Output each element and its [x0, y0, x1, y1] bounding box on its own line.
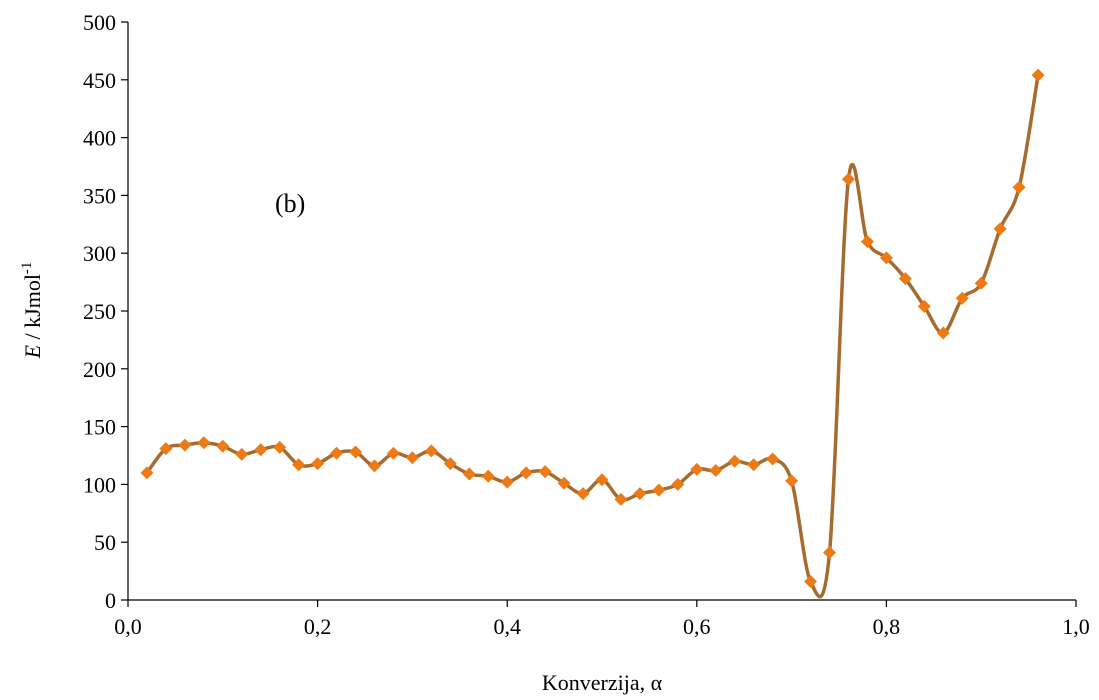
- y-tick-label: 200: [83, 357, 116, 382]
- data-point: [955, 291, 969, 305]
- data-point: [311, 457, 325, 471]
- data-point: [500, 475, 514, 489]
- data-point: [557, 476, 571, 490]
- y-axis-title: E / kJmol-1: [19, 262, 45, 360]
- data-point: [386, 446, 400, 460]
- data-point: [595, 473, 609, 487]
- data-point: [443, 457, 457, 471]
- x-tick-label: 0,4: [493, 614, 521, 639]
- x-tick-label: 1,0: [1062, 614, 1090, 639]
- data-point: [538, 465, 552, 479]
- x-axis-title: Konverzija, α: [542, 670, 663, 695]
- data-point: [785, 474, 799, 488]
- y-axis-title-unit: / kJmol: [20, 274, 45, 345]
- data-point: [178, 438, 192, 452]
- x-tick-label: 0,8: [873, 614, 901, 639]
- data-point: [424, 444, 438, 458]
- data-point: [349, 445, 363, 459]
- y-tick-label: 100: [83, 472, 116, 497]
- y-tick-label: 350: [83, 183, 116, 208]
- x-tick-label: 0,6: [683, 614, 711, 639]
- data-point: [273, 440, 287, 454]
- data-point: [197, 436, 211, 450]
- data-point: [860, 235, 874, 249]
- y-axis-title-symbol: E: [20, 344, 45, 359]
- data-point: [823, 546, 837, 560]
- y-tick-label: 250: [83, 299, 116, 324]
- y-tick-label: 450: [83, 68, 116, 93]
- y-tick-label: 500: [83, 10, 116, 35]
- data-point: [216, 439, 230, 453]
- data-markers: [140, 68, 1045, 589]
- data-point: [481, 469, 495, 483]
- data-point: [974, 276, 988, 290]
- data-point: [159, 442, 173, 456]
- data-point: [367, 459, 381, 473]
- data-point: [519, 466, 533, 480]
- panel-annotation: (b): [275, 189, 305, 218]
- data-point: [1031, 68, 1045, 82]
- data-point: [405, 451, 419, 465]
- data-point: [633, 487, 647, 501]
- x-tick-label: 0,0: [114, 614, 142, 639]
- data-point: [841, 172, 855, 186]
- data-point: [292, 458, 306, 472]
- y-tick-label: 50: [94, 530, 116, 555]
- data-point: [879, 251, 893, 265]
- data-point: [576, 487, 590, 501]
- data-point: [1012, 180, 1026, 194]
- data-point: [728, 454, 742, 468]
- y-tick-label: 0: [105, 588, 116, 613]
- y-axis-ticks: 0 50 100 150 200 250 300 350 400 450 500: [83, 10, 128, 613]
- data-point: [235, 447, 249, 461]
- data-point: [804, 575, 818, 589]
- data-point: [898, 272, 912, 286]
- data-point: [671, 477, 685, 491]
- data-point: [709, 464, 723, 478]
- data-point: [330, 446, 344, 460]
- data-point: [462, 467, 476, 481]
- data-point: [993, 222, 1007, 236]
- data-point: [254, 443, 268, 457]
- data-point: [936, 326, 950, 340]
- x-axis-ticks: 0,0 0,2 0,4 0,6 0,8 1,0: [114, 600, 1090, 639]
- x-tick-label: 0,2: [304, 614, 332, 639]
- data-point: [652, 483, 666, 497]
- data-point: [690, 462, 704, 476]
- data-point: [614, 492, 628, 506]
- y-tick-label: 150: [83, 415, 116, 440]
- data-point: [140, 466, 154, 480]
- axes: [127, 22, 1076, 601]
- series-line: [145, 73, 1040, 599]
- y-axis-title-exponent: -1: [19, 262, 35, 275]
- y-tick-label: 300: [83, 241, 116, 266]
- y-tick-label: 400: [83, 126, 116, 151]
- data-point: [766, 452, 780, 466]
- data-point: [747, 458, 761, 472]
- data-point: [917, 299, 931, 313]
